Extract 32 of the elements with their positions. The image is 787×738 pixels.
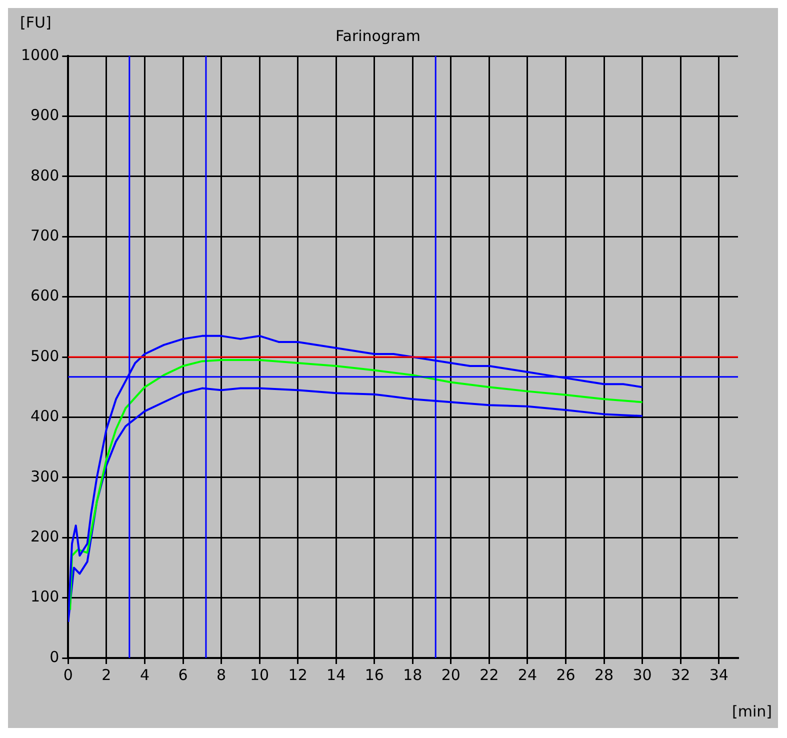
- x-tick-label: 20: [441, 666, 460, 684]
- y-tick-label: 500: [30, 346, 60, 365]
- y-tick-label: 1000: [20, 46, 60, 64]
- x-tick-label: 12: [288, 666, 308, 684]
- x-tick-label: 34: [709, 666, 728, 684]
- y-axis-title: [FU]: [20, 13, 52, 32]
- y-tick-label: 200: [30, 527, 60, 546]
- x-axis-title: [min]: [732, 702, 772, 720]
- x-tick-label: 8: [216, 666, 226, 684]
- x-tick-label: 26: [556, 666, 576, 684]
- y-tick-label: 300: [30, 467, 60, 486]
- y-tick-label: 800: [30, 166, 60, 184]
- x-tick-label: 18: [403, 666, 422, 684]
- x-tick-label: 4: [140, 666, 150, 684]
- x-tick-label: 28: [594, 666, 614, 684]
- y-tick-label: 100: [30, 588, 60, 606]
- x-tick-label: 2: [102, 666, 112, 684]
- y-tick-label: 0: [50, 648, 60, 666]
- y-tick-label: 400: [30, 407, 60, 426]
- x-tick-label: 6: [178, 666, 188, 684]
- x-tick-label: 14: [326, 666, 346, 684]
- x-tick-label: 30: [632, 666, 652, 684]
- x-tick-label: 24: [518, 666, 538, 684]
- x-tick-label: 0: [63, 666, 73, 684]
- x-tick-label: 32: [671, 666, 690, 684]
- chart-title: Farinogram: [336, 26, 420, 45]
- y-tick-label: 900: [30, 106, 60, 124]
- x-tick-label: 16: [364, 666, 384, 684]
- y-tick-label: 700: [30, 226, 60, 244]
- y-tick-label: 600: [30, 286, 60, 305]
- x-tick-label: 10: [250, 666, 270, 684]
- x-tick-label: 22: [480, 666, 499, 684]
